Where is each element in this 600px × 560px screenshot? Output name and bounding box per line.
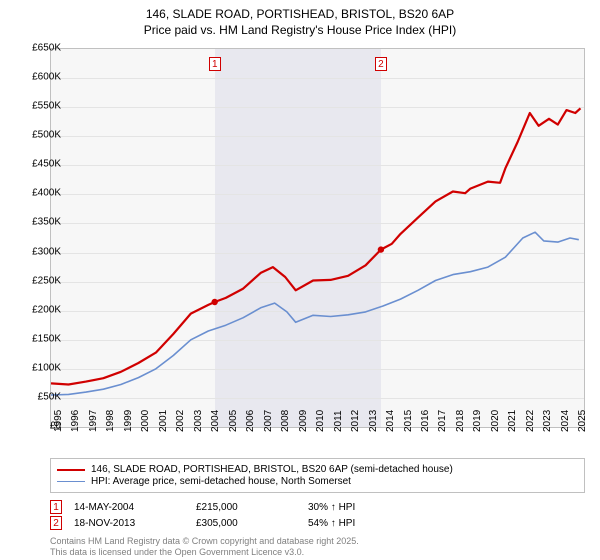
x-tick-label: 2006 xyxy=(245,410,256,432)
title-line2: Price paid vs. HM Land Registry's House … xyxy=(0,22,600,38)
x-tick-label: 2009 xyxy=(298,410,309,432)
x-tick-label: 2004 xyxy=(210,410,221,432)
sale-marker-1: 1 xyxy=(209,57,221,71)
sale-date-2: 18-NOV-2013 xyxy=(74,518,184,529)
sale-date-1: 14-MAY-2004 xyxy=(74,502,184,513)
x-tick-label: 1996 xyxy=(70,410,81,432)
x-tick-label: 1998 xyxy=(105,410,116,432)
x-tick-label: 2022 xyxy=(525,410,536,432)
x-tick-label: 2015 xyxy=(403,410,414,432)
sale-pct-1: 30% ↑ HPI xyxy=(308,502,428,513)
y-tick-label: £200K xyxy=(32,304,61,315)
y-tick-label: £100K xyxy=(32,362,61,373)
y-tick-label: £400K xyxy=(32,188,61,199)
chart-title: 146, SLADE ROAD, PORTISHEAD, BRISTOL, BS… xyxy=(0,0,600,38)
footer-attribution: Contains HM Land Registry data © Crown c… xyxy=(50,536,359,558)
sale-price-2: £305,000 xyxy=(196,518,296,529)
footer-line2: This data is licensed under the Open Gov… xyxy=(50,547,359,558)
x-tick-label: 2001 xyxy=(158,410,169,432)
sale-num-2: 2 xyxy=(50,516,62,530)
y-tick-label: £550K xyxy=(32,101,61,112)
y-tick-label: £300K xyxy=(32,246,61,257)
x-tick-label: 2008 xyxy=(280,410,291,432)
y-tick-label: £650K xyxy=(32,43,61,54)
legend-item-property: 146, SLADE ROAD, PORTISHEAD, BRISTOL, BS… xyxy=(57,464,578,475)
x-tick-label: 1997 xyxy=(88,410,99,432)
legend-label-hpi: HPI: Average price, semi-detached house,… xyxy=(91,476,351,487)
legend-item-hpi: HPI: Average price, semi-detached house,… xyxy=(57,476,578,487)
x-tick-label: 2000 xyxy=(140,410,151,432)
x-tick-label: 2013 xyxy=(368,410,379,432)
x-tick-label: 1999 xyxy=(123,410,134,432)
title-line1: 146, SLADE ROAD, PORTISHEAD, BRISTOL, BS… xyxy=(0,6,600,22)
x-tick-label: 2024 xyxy=(560,410,571,432)
y-tick-label: £600K xyxy=(32,72,61,83)
x-tick-label: 2025 xyxy=(577,410,588,432)
x-tick-label: 2003 xyxy=(193,410,204,432)
x-tick-label: 2021 xyxy=(507,410,518,432)
sales-table: 1 14-MAY-2004 £215,000 30% ↑ HPI 2 18-NO… xyxy=(50,498,585,532)
x-tick-label: 2020 xyxy=(490,410,501,432)
x-tick-label: 2019 xyxy=(472,410,483,432)
legend-label-property: 146, SLADE ROAD, PORTISHEAD, BRISTOL, BS… xyxy=(91,464,453,475)
x-tick-label: 2012 xyxy=(350,410,361,432)
series-lines xyxy=(51,49,584,427)
y-tick-label: £250K xyxy=(32,275,61,286)
x-tick-label: 2017 xyxy=(437,410,448,432)
chart-plot-area: 12 xyxy=(50,48,585,428)
y-tick-label: £450K xyxy=(32,159,61,170)
sales-row-1: 1 14-MAY-2004 £215,000 30% ↑ HPI xyxy=(50,500,585,514)
sale-price-1: £215,000 xyxy=(196,502,296,513)
x-tick-label: 2016 xyxy=(420,410,431,432)
y-tick-label: £50K xyxy=(38,391,61,402)
y-tick-label: £500K xyxy=(32,130,61,141)
y-tick-label: £350K xyxy=(32,217,61,228)
x-tick-label: 2023 xyxy=(542,410,553,432)
sales-row-2: 2 18-NOV-2013 £305,000 54% ↑ HPI xyxy=(50,516,585,530)
series-line-property xyxy=(51,108,581,384)
legend-swatch-hpi xyxy=(57,481,85,482)
x-tick-label: 2002 xyxy=(175,410,186,432)
footer-line1: Contains HM Land Registry data © Crown c… xyxy=(50,536,359,547)
sale-num-1: 1 xyxy=(50,500,62,514)
x-tick-label: 2014 xyxy=(385,410,396,432)
sale-point-2 xyxy=(378,246,384,252)
sale-marker-2: 2 xyxy=(375,57,387,71)
x-tick-label: 2010 xyxy=(315,410,326,432)
legend-swatch-property xyxy=(57,469,85,471)
y-tick-label: £150K xyxy=(32,333,61,344)
legend: 146, SLADE ROAD, PORTISHEAD, BRISTOL, BS… xyxy=(50,458,585,493)
series-line-hpi xyxy=(51,232,579,395)
sale-point-1 xyxy=(212,299,218,305)
x-tick-label: 2011 xyxy=(333,410,344,432)
x-tick-label: 1995 xyxy=(53,410,64,432)
x-tick-label: 2007 xyxy=(263,410,274,432)
x-tick-label: 2018 xyxy=(455,410,466,432)
sale-pct-2: 54% ↑ HPI xyxy=(308,518,428,529)
x-tick-label: 2005 xyxy=(228,410,239,432)
